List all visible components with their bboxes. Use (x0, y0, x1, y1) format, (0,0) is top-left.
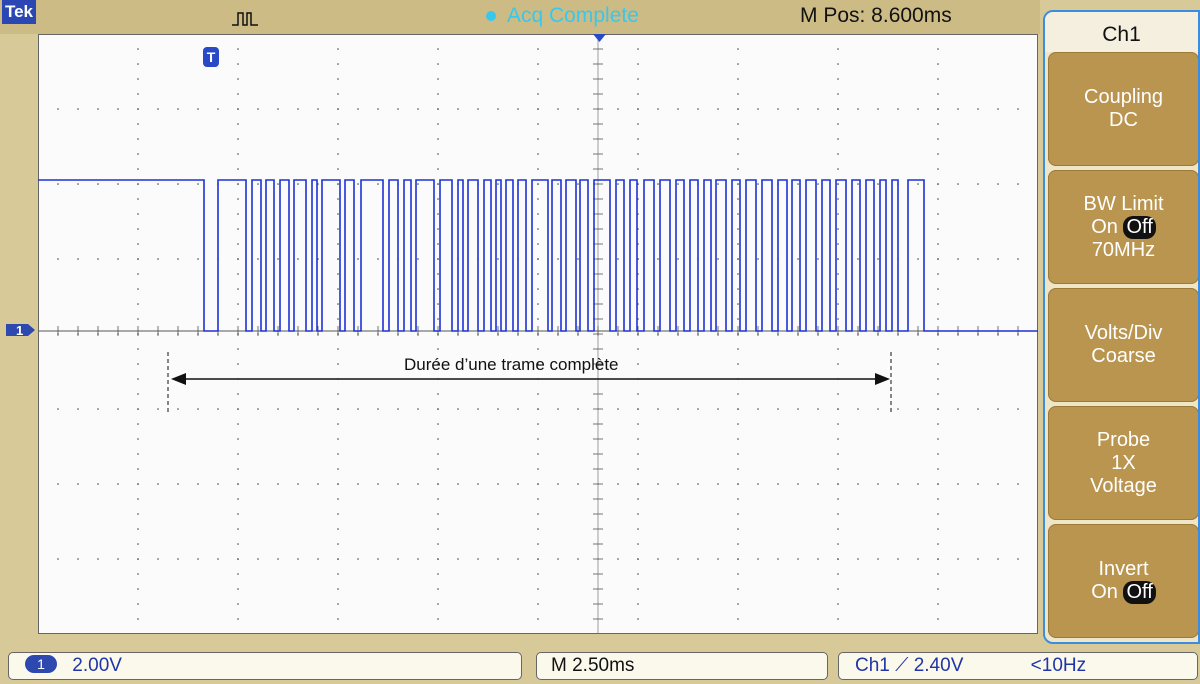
coupling-value: DC (1109, 109, 1138, 131)
menu-title: Ch1 (1045, 12, 1198, 52)
volts-div-label: Volts/Div (1084, 322, 1163, 344)
channel-menu: Ch1 Coupling DC BW Limit On Off 70MHz Vo… (1043, 10, 1200, 644)
coupling-button[interactable]: Coupling DC (1048, 52, 1198, 166)
invert-label: Invert (1098, 558, 1149, 580)
trigger-point-marker: T (203, 47, 219, 67)
brand-logo: Tek (2, 0, 36, 24)
probe-label: Probe (1096, 428, 1151, 451)
volts-per-div: 2.00V (72, 655, 122, 676)
graticule-and-trace (38, 34, 1038, 634)
graticule-grid (38, 34, 1038, 634)
channel1-ground-marker: 1 (6, 323, 35, 338)
channel1-badge: 1 (25, 654, 57, 673)
frame-duration-caption: Durée d’une trame complète (404, 355, 619, 374)
volts-div-value: Coarse (1091, 345, 1156, 367)
bw-limit-button[interactable]: BW Limit On Off 70MHz (1048, 170, 1198, 284)
top-status-bar: Tek Acq Complete M Pos: 8.600ms (0, 0, 1040, 34)
invert-button[interactable]: Invert On Off (1048, 524, 1198, 638)
acquisition-status: Acq Complete (507, 4, 639, 27)
trigger-readout[interactable]: Ch1 ⟋ 2.40V <10Hz (838, 652, 1198, 680)
probe-attenuation: 1X (1111, 451, 1136, 474)
time-per-div: M 2.50ms (551, 655, 635, 676)
trigger-level: Ch1 ⟋ 2.40V (855, 655, 964, 676)
svg-text:1: 1 (16, 323, 23, 338)
acquisition-indicator-icon (486, 11, 496, 21)
bottom-status-bar: 1 2.00V M 2.50ms Ch1 ⟋ 2.40V <10Hz (0, 644, 1200, 684)
bw-limit-toggle: On Off (1091, 215, 1156, 239)
vertical-scale-readout[interactable]: 1 2.00V (8, 652, 522, 680)
trigger-frequency: <10Hz (1030, 655, 1087, 676)
horizontal-scale-readout[interactable]: M 2.50ms (536, 652, 828, 680)
invert-toggle: On Off (1091, 581, 1156, 604)
bw-limit-value: 70MHz (1091, 238, 1156, 261)
channel1-waveform (38, 179, 1038, 332)
probe-type: Voltage (1090, 474, 1157, 497)
probe-button[interactable]: Probe 1X Voltage (1048, 406, 1198, 520)
volts-div-button[interactable]: Volts/Div Coarse (1048, 288, 1198, 402)
waveform-display[interactable] (38, 34, 1038, 634)
trigger-type-icon (232, 12, 258, 26)
frame-duration-arrow (167, 352, 892, 412)
trigger-position-icon (593, 34, 606, 42)
coupling-label: Coupling (1084, 86, 1163, 108)
horizontal-position-readout: M Pos: 8.600ms (800, 4, 952, 27)
bw-limit-label: BW Limit (1083, 192, 1164, 215)
